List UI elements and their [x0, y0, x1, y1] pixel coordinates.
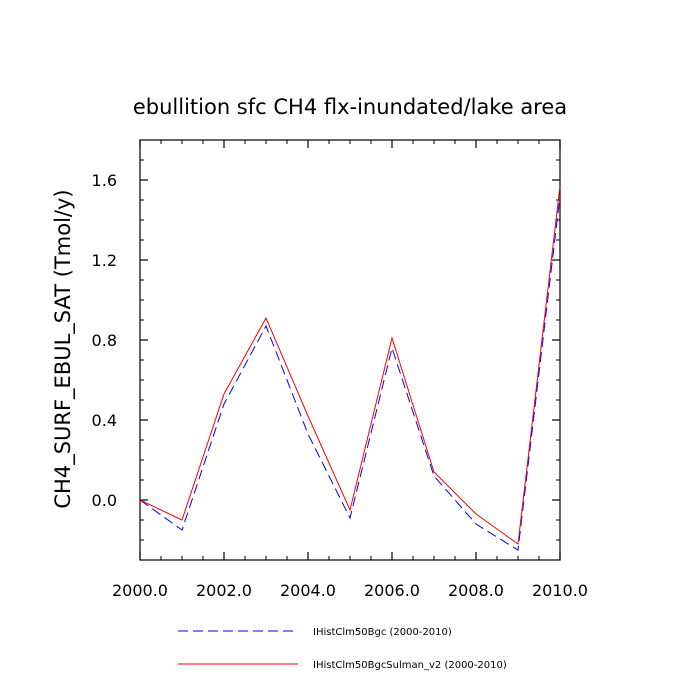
y-tick-label: 0.4 [92, 411, 117, 430]
x-tick-label: 2002.0 [196, 581, 252, 600]
plot-frame [139, 139, 561, 561]
x-tick-label: 2006.0 [364, 581, 420, 600]
legend-label-1: IHistClm50Bgc (2000-2010) [313, 627, 452, 638]
legend-label-2: IHistClm50BgcSulman_v2 (2000-2010) [313, 660, 507, 671]
series-line-2 [139, 185, 561, 545]
legend: IHistClm50Bgc (2000-2010) IHistClm50BgcSu… [178, 627, 507, 671]
chart-title: ebullition sfc CH4 flx-inundated/lake ar… [133, 95, 567, 119]
y-axis-label: CH4_SURF_EBUL_SAT (Tmol/y) [51, 189, 76, 508]
x-tick-label: 2008.0 [448, 581, 504, 600]
x-tick-label: 2000.0 [112, 581, 168, 600]
y-tick-label: 1.6 [92, 171, 117, 190]
series-line-1 [139, 195, 561, 551]
y-tick-label: 0.8 [92, 331, 117, 350]
plot-area: 2000.0 2002.0 2004.0 2006.0 2008.0 2010.0 0.0 0… [92, 139, 588, 600]
x-tick-label: 2004.0 [280, 581, 336, 600]
y-tick-label: 0.0 [92, 491, 117, 510]
x-tick-label: 2010.0 [532, 581, 588, 600]
y-tick-label: 1.2 [92, 251, 117, 270]
